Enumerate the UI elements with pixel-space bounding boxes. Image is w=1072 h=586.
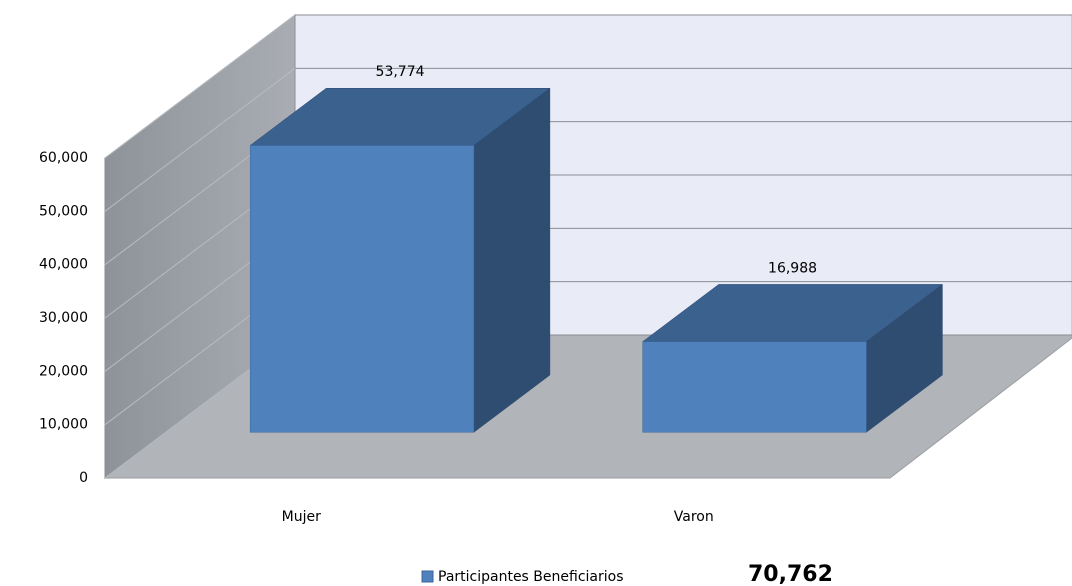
y-tick-label: 20,000 [39,363,88,379]
annotation: 70,762 [748,562,833,586]
y-tick-label: 10,000 [39,417,88,433]
bar-side [473,87,551,433]
y-tick-label: 60,000 [39,150,88,166]
x-tick-label: Mujer [282,509,321,525]
legend-swatch [421,570,434,583]
data-label: 53,774 [376,64,425,80]
x-tick-label: Varon [674,509,714,525]
grid-line [104,14,296,159]
legend-label: Participantes Beneficiarios [438,569,624,585]
data-label: 16,988 [768,260,817,276]
bar [642,341,867,433]
bar [249,145,475,433]
plot [249,87,944,433]
y-tick-label: 50,000 [39,203,88,219]
y-tick-label: 0 [79,470,88,486]
grid-line [104,67,296,212]
y-tick-label: 30,000 [39,310,88,326]
y-tick-label: 40,000 [39,257,88,273]
